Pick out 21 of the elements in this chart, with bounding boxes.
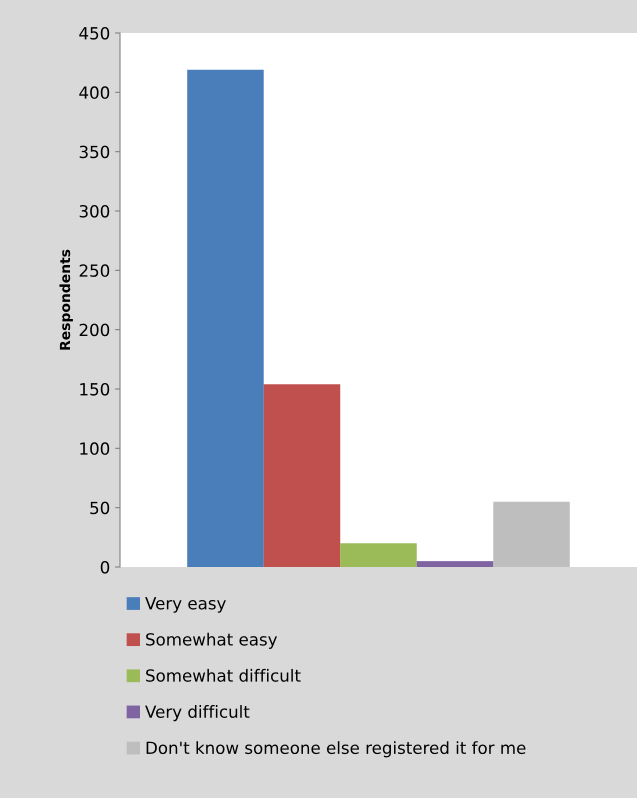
y-tick-label: 350 [80,146,110,158]
legend-label: Very difficult [145,705,250,722]
bar [264,384,340,567]
y-tick-label: 100 [80,442,110,455]
y-tick-label: 150 [80,382,110,396]
y-tick-label: 300 [80,204,110,218]
bar [340,543,417,567]
bar [416,561,494,567]
y-tick-label: 450 [79,26,110,40]
legend-label: Somewhat difficult [146,668,301,682]
bar [187,70,264,567]
legend-label: Very easy [145,597,226,613]
y-axis-title: Respondents [59,250,73,350]
bar [493,502,570,567]
y-tick-label: 400 [79,86,110,99]
legend-label: Don't know someone else registered it for me [146,741,526,758]
y-tick-label: 250 [80,264,110,277]
y-tick-label: 0 [100,560,110,574]
legend-label: Somewhat easy [146,632,278,649]
y-tick-label: 200 [80,324,110,336]
y-tick-label: 50 [90,502,110,514]
